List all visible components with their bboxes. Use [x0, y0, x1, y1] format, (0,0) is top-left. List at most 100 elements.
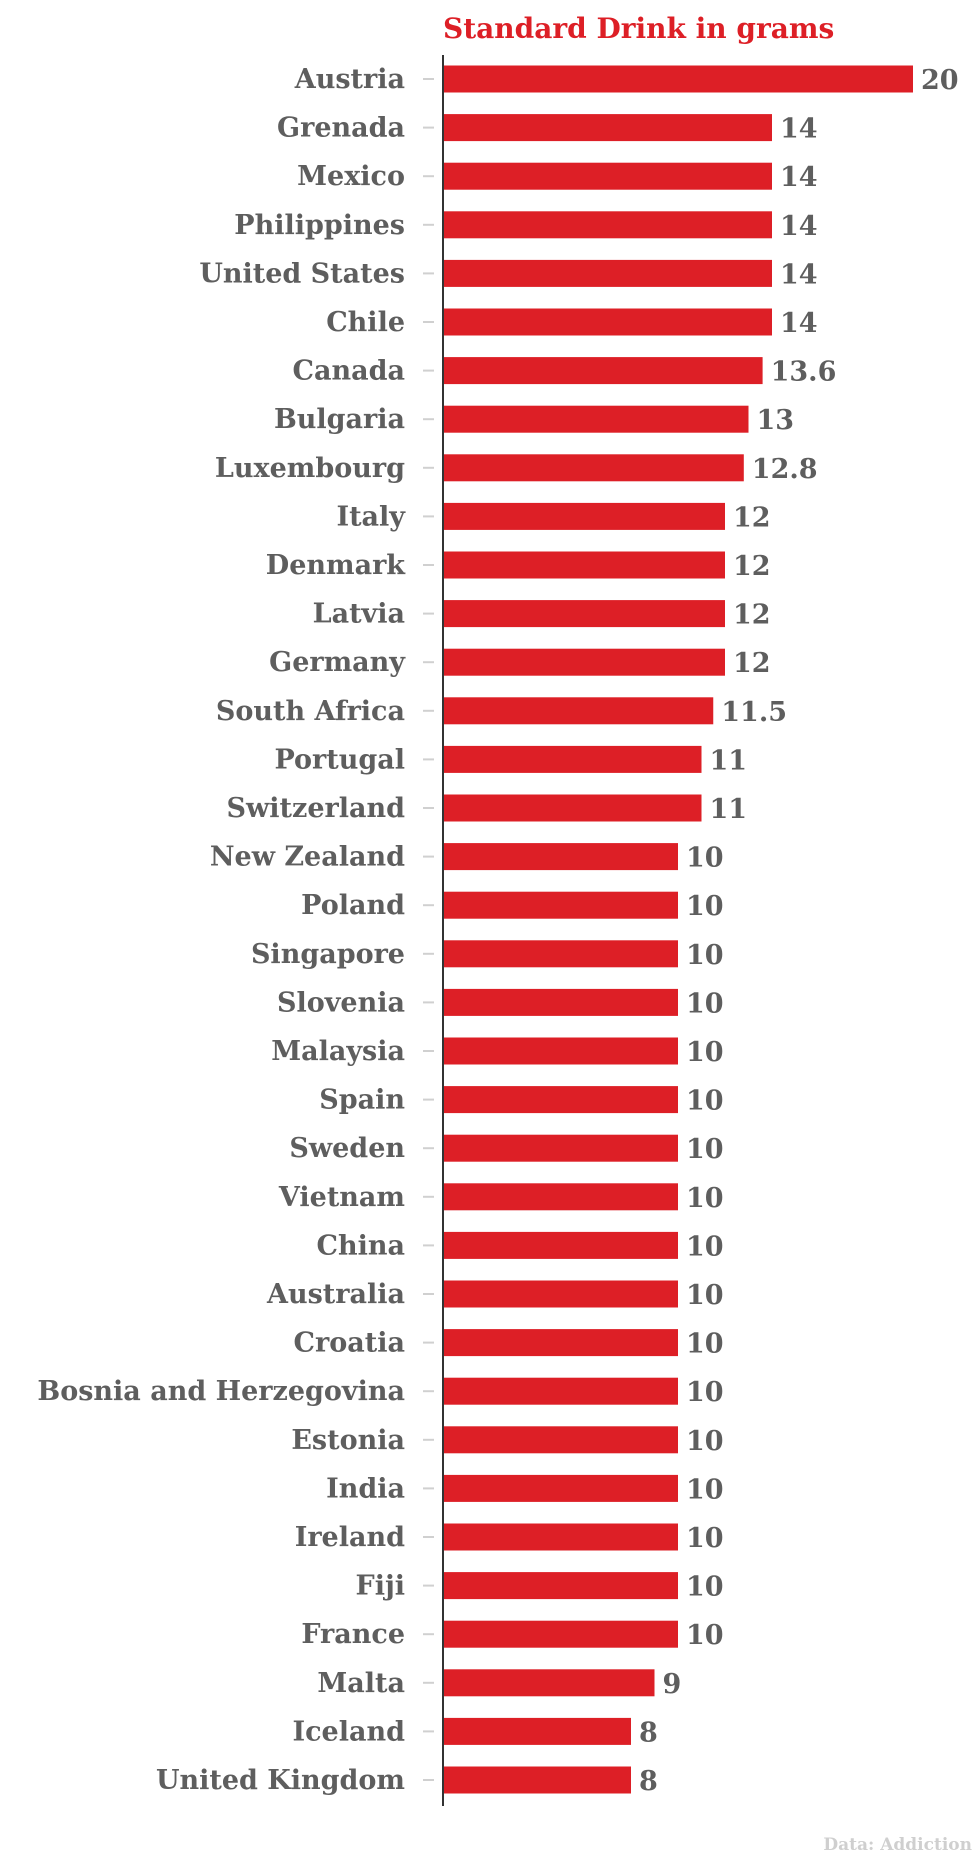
- category-label: Sweden: [289, 1133, 405, 1164]
- bar: [443, 600, 725, 628]
- bar: [443, 1669, 655, 1697]
- bar: [443, 1717, 631, 1745]
- bar: [443, 697, 714, 725]
- bar: [443, 211, 772, 239]
- value-label: 10: [686, 1620, 724, 1651]
- bar: [443, 454, 744, 482]
- tick-marks: [423, 78, 434, 1781]
- bar: [443, 891, 678, 919]
- category-label: Vietnam: [278, 1182, 405, 1213]
- chart-title: Standard Drink in grams: [443, 12, 834, 45]
- value-label: 9: [663, 1669, 682, 1700]
- bars: [443, 65, 913, 1794]
- bar: [443, 1280, 678, 1308]
- value-label: 10: [686, 843, 724, 874]
- source-note: Data: Addiction: [823, 1835, 972, 1855]
- value-label: 10: [686, 1280, 724, 1311]
- bar: [443, 308, 772, 336]
- value-label: 10: [686, 891, 724, 922]
- category-label: United Kingdom: [156, 1765, 405, 1796]
- bar: [443, 1474, 678, 1502]
- bar: [443, 1134, 678, 1162]
- category-label: Austria: [294, 64, 405, 95]
- category-label: Philippines: [234, 210, 405, 241]
- bar: [443, 794, 702, 822]
- value-label: 10: [686, 1183, 724, 1214]
- category-label: Grenada: [277, 113, 405, 144]
- category-label: Latvia: [313, 599, 405, 630]
- category-label: Singapore: [251, 939, 405, 970]
- bar: [443, 259, 772, 287]
- bar: [443, 405, 749, 433]
- bar: [443, 65, 913, 93]
- bar: [443, 551, 725, 579]
- category-label: China: [316, 1230, 405, 1261]
- bar: [443, 162, 772, 190]
- value-label: 8: [639, 1766, 658, 1797]
- bar: [443, 1572, 678, 1600]
- category-labels: Austria Grenada Mexico Philippines United St…: [37, 64, 406, 1796]
- bar: [443, 502, 725, 530]
- bar: [443, 1377, 678, 1405]
- bar: [443, 745, 702, 773]
- value-label: 11: [710, 745, 748, 776]
- category-label: Poland: [301, 890, 405, 921]
- bar: [443, 1523, 678, 1551]
- value-label: 10: [686, 940, 724, 971]
- value-label: 10: [686, 1037, 724, 1068]
- category-label: Bulgaria: [274, 404, 405, 435]
- category-label: Spain: [319, 1085, 405, 1116]
- bar: [443, 1766, 631, 1794]
- bar: [443, 1426, 678, 1454]
- category-label: Malta: [317, 1668, 405, 1699]
- value-label: 14: [780, 114, 818, 145]
- category-label: Fiji: [356, 1571, 405, 1602]
- value-label: 10: [686, 1523, 724, 1554]
- bar: [443, 940, 678, 968]
- bar: [443, 843, 678, 871]
- category-label: Malaysia: [271, 1036, 405, 1067]
- category-label: Portugal: [274, 744, 405, 775]
- value-label: 11: [710, 794, 748, 825]
- bar: [443, 988, 678, 1016]
- value-label: 10: [686, 1134, 724, 1165]
- bar: [443, 1329, 678, 1357]
- category-label: Bosnia and Herzegovina: [37, 1376, 405, 1407]
- value-label: 10: [686, 1474, 724, 1505]
- category-label: Luxembourg: [215, 453, 405, 484]
- value-label: 14: [780, 162, 818, 193]
- value-label: 12: [733, 600, 771, 631]
- category-label: Canada: [293, 356, 405, 387]
- value-label: 14: [780, 259, 818, 290]
- category-label: Estonia: [291, 1425, 405, 1456]
- category-label: Iceland: [292, 1716, 405, 1747]
- category-label: Slovenia: [277, 987, 405, 1018]
- value-label: 10: [686, 1572, 724, 1603]
- value-label: 14: [780, 308, 818, 339]
- bar: [443, 1037, 678, 1065]
- value-label: 13: [757, 405, 795, 436]
- bar: [443, 648, 725, 676]
- bar: [443, 1183, 678, 1211]
- category-label: New Zealand: [210, 842, 405, 873]
- value-label: 13.6: [771, 357, 837, 388]
- category-label: India: [326, 1473, 405, 1504]
- value-label: 14: [780, 211, 818, 242]
- value-label: 10: [686, 1329, 724, 1360]
- value-label: 10: [686, 1377, 724, 1408]
- category-label: United States: [199, 258, 405, 289]
- value-label: 12: [733, 648, 771, 679]
- value-label: 10: [686, 1231, 724, 1262]
- bar: [443, 114, 772, 142]
- bar: [443, 357, 763, 385]
- value-label: 12: [733, 502, 771, 533]
- category-label: Germany: [269, 647, 406, 678]
- category-label: Italy: [336, 501, 406, 532]
- value-label: 10: [686, 1426, 724, 1457]
- value-labels: 20 14 14 14 14 14 13.6 13 12.8 12 12 12 12 11.5 11 11 10…: [639, 65, 959, 1797]
- category-label: France: [301, 1619, 405, 1650]
- category-label: Australia: [266, 1279, 405, 1310]
- category-label: South Africa: [216, 696, 405, 727]
- bar: [443, 1620, 678, 1648]
